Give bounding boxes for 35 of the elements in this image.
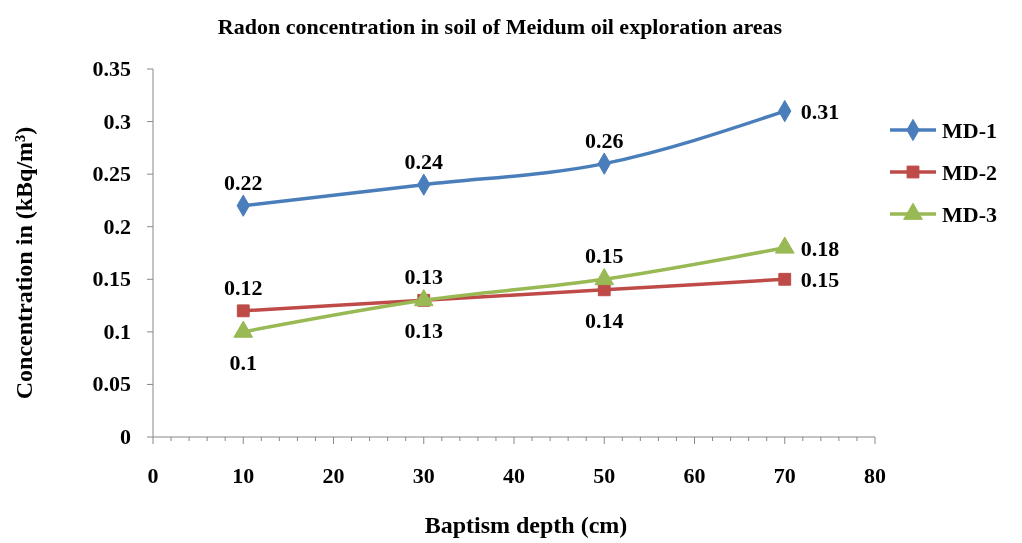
data-label: 0.15 (585, 243, 624, 269)
x-tick-label: 80 (864, 463, 886, 488)
x-tick-label: 30 (412, 463, 435, 488)
data-label: 0.24 (404, 148, 443, 174)
x-tick-label: 20 (322, 463, 345, 488)
x-axis-title: Baptism depth (cm) (424, 512, 628, 538)
data-label: 0.15 (800, 267, 840, 293)
data-label: 0.26 (585, 127, 624, 153)
y-axis-title: Concentration in (kBq/m³) (11, 126, 37, 400)
x-tick-label: 60 (683, 463, 706, 488)
x-tick-label: 70 (773, 463, 796, 488)
y-tick-label: 0.25 (92, 161, 131, 187)
data-label: 0.18 (800, 235, 840, 261)
y-tick-label: 0.1 (103, 318, 131, 344)
data-label: 0.13 (404, 318, 443, 344)
data-label: 0.1 (229, 349, 257, 375)
x-tick-label: 0 (147, 463, 159, 488)
legend-label: MD-3 (942, 202, 997, 227)
y-tick-label: 0.35 (92, 56, 131, 81)
y-tick-label: 0.05 (92, 371, 131, 397)
data-label: 0.14 (585, 307, 624, 333)
x-tick-label: 50 (593, 463, 616, 488)
y-tick-label: 0.2 (103, 213, 131, 239)
data-label: 0.31 (800, 99, 840, 125)
y-tick-label: 0.3 (103, 108, 131, 134)
legend-label: MD-2 (942, 160, 997, 185)
chart-title: Radon concentration in soil of Meidum oil exploration areas (217, 14, 783, 39)
data-label: 0.12 (224, 274, 263, 300)
data-label: 0.13 (404, 264, 443, 290)
y-tick-label: 0.15 (92, 266, 131, 292)
y-tick-label: 0 (120, 424, 131, 449)
legend-label: MD-1 (942, 118, 997, 143)
x-tick-label: 10 (232, 463, 255, 488)
x-tick-label: 40 (503, 463, 525, 488)
data-label: 0.22 (224, 169, 263, 195)
